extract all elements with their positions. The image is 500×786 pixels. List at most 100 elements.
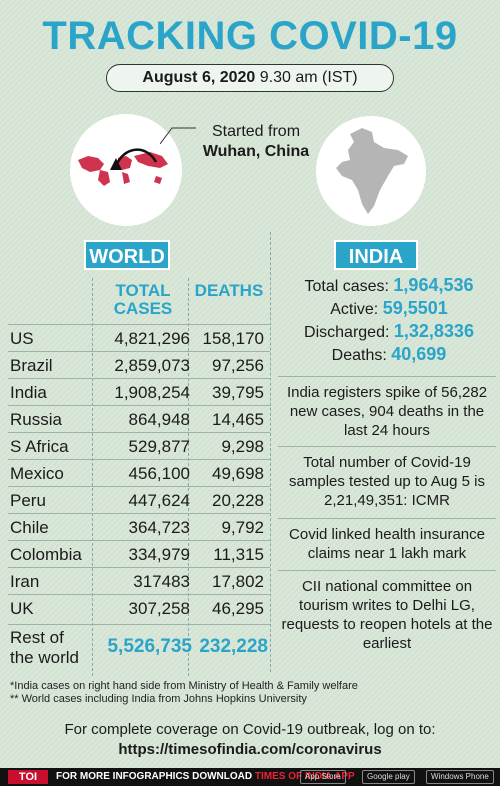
- table-row: Mexico 456,100 49,698: [8, 459, 270, 486]
- footer-promo-text: FOR MORE INFOGRAPHICS DOWNLOAD: [56, 771, 253, 782]
- country-name: Chile: [10, 518, 49, 537]
- deaths-value: 46,295: [212, 599, 264, 618]
- table-row: Iran 317483 17,802: [8, 567, 270, 594]
- footer-promo: FOR MORE INFOGRAPHICS DOWNLOAD TIMES OF …: [56, 768, 355, 786]
- india-deaths-value: 40,699: [391, 344, 447, 364]
- country-name: Mexico: [10, 464, 64, 483]
- table-row-rest-of-world: Rest of the world 5,526,735 232,228: [8, 624, 270, 670]
- time-text: 9.30 am (IST): [259, 69, 358, 86]
- footnote-2: ** World cases including India from John…: [10, 693, 307, 705]
- rest-label-2: the world: [10, 648, 79, 667]
- country-name: UK: [10, 599, 34, 618]
- rest-label: Rest of the world: [10, 628, 79, 668]
- deaths-value: 9,298: [221, 437, 264, 456]
- table-row: India 1,908,254 39,795: [8, 378, 270, 405]
- table-row: UK 307,258 46,295: [8, 594, 270, 621]
- date-badge: August 6, 2020 9.30 am (IST): [106, 64, 394, 92]
- india-discharged-label: Discharged:: [304, 324, 390, 341]
- cases-value: 456,100: [128, 464, 190, 483]
- column-divider: [92, 278, 93, 676]
- table-row: Peru 447,624 20,228: [8, 486, 270, 513]
- cases-value: 447,624: [128, 491, 190, 510]
- table-row: Colombia 334,979 11,315: [8, 540, 270, 567]
- cases-value: 334,979: [128, 545, 190, 564]
- deaths-value: 39,795: [212, 383, 264, 402]
- col-head-deaths: DEATHS: [194, 281, 264, 300]
- coverage-note: For complete coverage on Covid-19 outbre…: [0, 720, 500, 760]
- india-discharged-value: 1,32,8336: [393, 321, 474, 341]
- app-store-button[interactable]: App Store: [300, 770, 346, 784]
- deaths-value: 14,465: [212, 410, 264, 429]
- deaths-value: 49,698: [212, 464, 264, 483]
- table-row: US 4,821,296 158,170: [8, 324, 270, 351]
- deaths-value: 97,256: [212, 356, 264, 375]
- rest-deaths-value: 232,228: [199, 636, 268, 657]
- date-text: August 6, 2020: [142, 69, 256, 86]
- india-map-icon: [316, 116, 426, 226]
- callout-line: [160, 127, 196, 145]
- cases-value: 529,877: [128, 437, 190, 456]
- cases-value: 4,821,296: [114, 329, 190, 348]
- table-row: Brazil 2,859,073 97,256: [8, 351, 270, 378]
- country-name: Russia: [10, 410, 62, 429]
- table-row: Russia 864,948 14,465: [8, 405, 270, 432]
- tab-india: INDIA: [334, 240, 418, 270]
- table-row: Chile 364,723 9,792: [8, 513, 270, 540]
- coverage-line: For complete coverage on Covid-19 outbre…: [64, 721, 436, 738]
- india-total-cases: Total cases: 1,964,536: [278, 274, 500, 298]
- india-deaths: Deaths: 40,699: [278, 343, 500, 367]
- news-item: India registers spike of 56,282 new case…: [278, 376, 496, 440]
- origin-label: Started from Wuhan, China: [196, 122, 316, 162]
- cases-value: 317483: [133, 572, 190, 591]
- india-active-value: 59,5501: [382, 298, 448, 318]
- coverage-link[interactable]: https://timesofindia.com/coronavirus: [118, 741, 382, 758]
- cases-value: 1,908,254: [114, 383, 190, 402]
- deaths-value: 158,170: [202, 329, 264, 348]
- india-discharged: Discharged: 1,32,8336: [278, 320, 500, 344]
- column-divider: [188, 278, 189, 676]
- news-item: Total number of Covid-19 samples tested …: [278, 446, 496, 510]
- india-active: Active: 59,5501: [278, 297, 500, 321]
- india-active-label: Active:: [330, 301, 379, 318]
- deaths-value: 17,802: [212, 572, 264, 591]
- news-item: CII national committee on tourism writes…: [278, 570, 496, 653]
- india-total-value: 1,964,536: [393, 275, 474, 295]
- cases-value: 364,723: [128, 518, 190, 537]
- country-name: India: [10, 383, 47, 402]
- google-play-button[interactable]: Google play: [362, 770, 415, 784]
- country-name: Iran: [10, 572, 40, 591]
- rest-label-1: Rest of: [10, 628, 64, 647]
- toi-logo: TOI: [8, 770, 48, 784]
- section-divider: [270, 232, 271, 672]
- cases-value: 307,258: [128, 599, 190, 618]
- footer-bar: TOI FOR MORE INFOGRAPHICS DOWNLOAD TIMES…: [0, 768, 500, 786]
- table-row: S Africa 529,877 9,298: [8, 432, 270, 459]
- cases-value: 864,948: [128, 410, 190, 429]
- windows-phone-button[interactable]: Windows Phone: [426, 770, 494, 784]
- page-title: TRACKING COVID-19: [42, 14, 458, 58]
- tab-world: WORLD: [84, 240, 170, 270]
- world-map-icon: [70, 114, 182, 226]
- deaths-value: 20,228: [212, 491, 264, 510]
- origin-city: Wuhan, China: [202, 143, 310, 160]
- footnote-1: *India cases on right hand side from Min…: [10, 680, 358, 692]
- origin-line-1: Started from: [211, 123, 301, 140]
- news-item: Covid linked health insurance claims nea…: [278, 518, 496, 563]
- deaths-value: 11,315: [213, 545, 264, 564]
- india-total-label: Total cases:: [304, 278, 389, 295]
- deaths-value: 9,792: [221, 518, 264, 537]
- country-name: US: [10, 329, 34, 348]
- country-name: Colombia: [10, 545, 82, 564]
- footer-app-name: TIMES OF INDIA APP: [254, 771, 355, 782]
- cases-value: 2,859,073: [114, 356, 190, 375]
- india-deaths-label: Deaths:: [331, 347, 387, 364]
- col-head-cases-2: CASES: [113, 299, 173, 318]
- country-name: S Africa: [10, 437, 69, 456]
- col-head-cases-1: TOTAL: [115, 281, 171, 300]
- country-name: Peru: [10, 491, 46, 510]
- rest-cases-value: 5,526,735: [107, 636, 192, 657]
- footnotes: *India cases on right hand side from Min…: [10, 680, 490, 706]
- col-head-cases: TOTAL CASES: [98, 282, 188, 318]
- country-name: Brazil: [10, 356, 53, 375]
